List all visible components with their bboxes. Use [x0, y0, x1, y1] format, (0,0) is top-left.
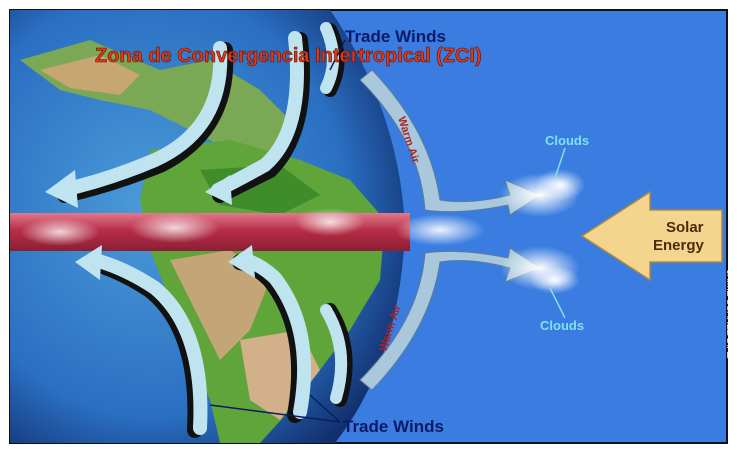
trade-winds-bottom-label: Trade Winds: [343, 417, 444, 436]
clouds-top-pointer: [554, 147, 566, 179]
photo-credit: JAIME SUAREZ DIAZ: [725, 270, 735, 359]
clouds-bottom: [500, 246, 580, 294]
south-america-tan-region: [170, 250, 270, 360]
clouds-bottom-pointer: [549, 287, 566, 319]
clouds-top-label: Clouds: [545, 133, 589, 148]
solar-label-line2: Energy: [653, 237, 705, 254]
itcz-band: [10, 208, 485, 251]
trade-winds-top-pointer: [329, 39, 346, 71]
clouds-bottom-label: Clouds: [540, 318, 584, 333]
solar-label-line1: Solar: [666, 219, 704, 236]
trade-winds-top-label: Trade Winds: [345, 27, 446, 46]
solar-energy-arrow: [580, 190, 723, 282]
trade-winds-bottom-pointer-b: [309, 394, 341, 423]
clouds-top: [500, 169, 585, 217]
north-desert: [40, 55, 140, 95]
trade-wind-arrows-top: [45, 22, 345, 208]
trade-wind-arrows-bottom: [75, 245, 353, 438]
trade-winds-bottom-pointer-a: [209, 404, 341, 423]
page-title: Zona de Convergencia Intertropical (ZCI): [95, 45, 482, 67]
